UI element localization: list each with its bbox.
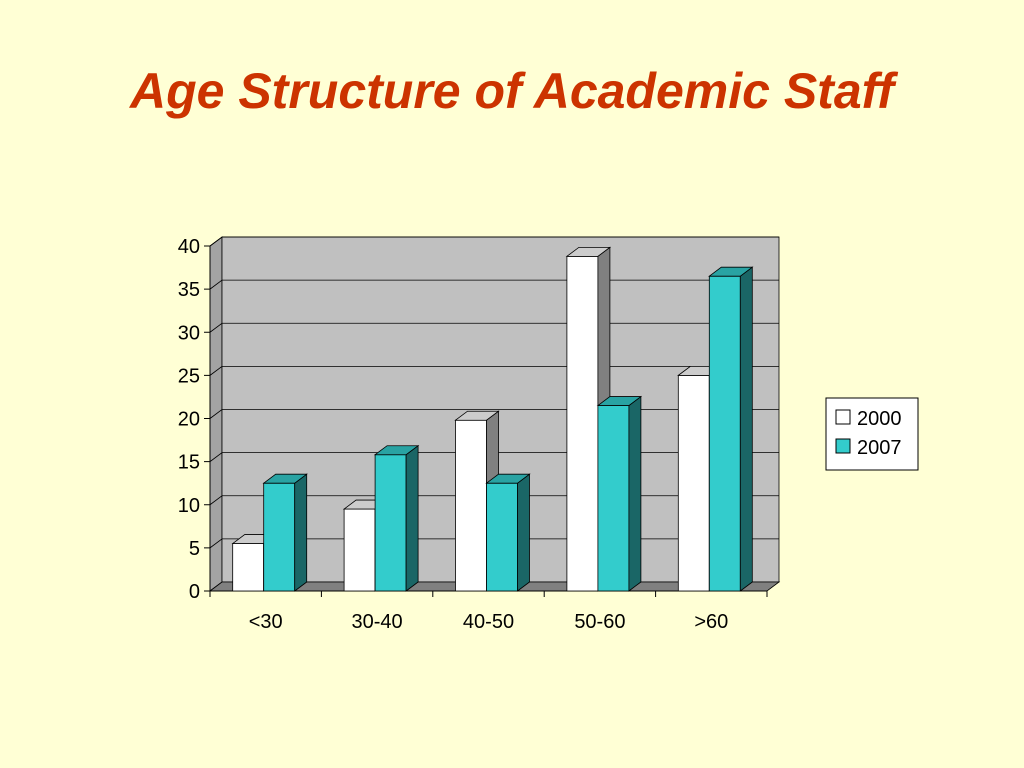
x-category-label: <30 (249, 611, 283, 633)
bar-2000-top (454, 410, 500, 421)
legend-label: 2000 (857, 408, 902, 430)
bar-2007-side (739, 266, 753, 592)
bar-2007-front (374, 454, 407, 592)
legend-label: 2007 (857, 437, 902, 459)
bar-2007-front (708, 275, 741, 592)
bar-2000-front (343, 508, 376, 592)
bar-2007-top (373, 445, 420, 456)
slide-title: Age Structure of Academic Staff (129, 63, 895, 119)
bar-2007-side (405, 444, 419, 592)
bar-2000-top (565, 246, 612, 257)
bar-2007-front (597, 405, 630, 592)
y-tick-label: 15 (178, 452, 200, 474)
legend-swatch (835, 409, 851, 425)
y-tick-label: 35 (178, 279, 200, 301)
bar-2007-top (596, 396, 643, 406)
gridline (209, 236, 779, 247)
y-tick-label: 0 (189, 581, 200, 603)
x-category-label: 40-50 (463, 611, 514, 633)
bar-2000-front (232, 543, 265, 592)
x-category-label: 30-40 (352, 611, 403, 633)
y-tick-label: 5 (189, 538, 200, 560)
bar-2000-front (566, 255, 599, 592)
bar-2007-front (486, 482, 518, 592)
y-tick-label: 10 (178, 495, 200, 517)
bar-2007-top (262, 473, 308, 484)
bar-2000-front (455, 419, 487, 592)
y-tick-label: 25 (178, 365, 200, 387)
bar-2007-side (517, 473, 530, 592)
legend-swatch (835, 438, 851, 454)
bar-2007-top (485, 473, 531, 484)
bar-2007-top (708, 266, 754, 277)
x-category-label: >60 (694, 611, 728, 633)
bar-2007-front (263, 482, 296, 592)
y-tick-label: 20 (178, 409, 200, 431)
y-tick-label: 30 (178, 322, 200, 344)
bar-2007-side (294, 473, 308, 592)
y-tick-label: 40 (178, 236, 200, 258)
bar-2007-side (628, 395, 642, 592)
x-category-label: 50-60 (574, 611, 625, 633)
bar-2000-front (677, 374, 710, 592)
